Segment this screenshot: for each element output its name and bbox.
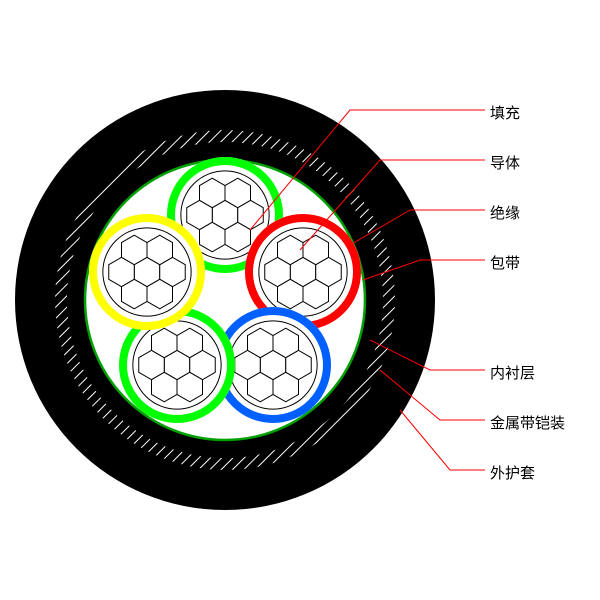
label-filler: 填充 <box>490 102 520 123</box>
label-insulation: 绝缘 <box>490 202 520 223</box>
label-inner-lining: 内衬层 <box>490 362 535 383</box>
cable-diagram <box>0 0 600 600</box>
label-wrap-tape: 包带 <box>490 252 520 273</box>
label-conductor: 导体 <box>490 152 520 173</box>
label-outer-sheath: 外护套 <box>490 462 535 483</box>
label-armor: 金属带铠装 <box>490 412 565 433</box>
